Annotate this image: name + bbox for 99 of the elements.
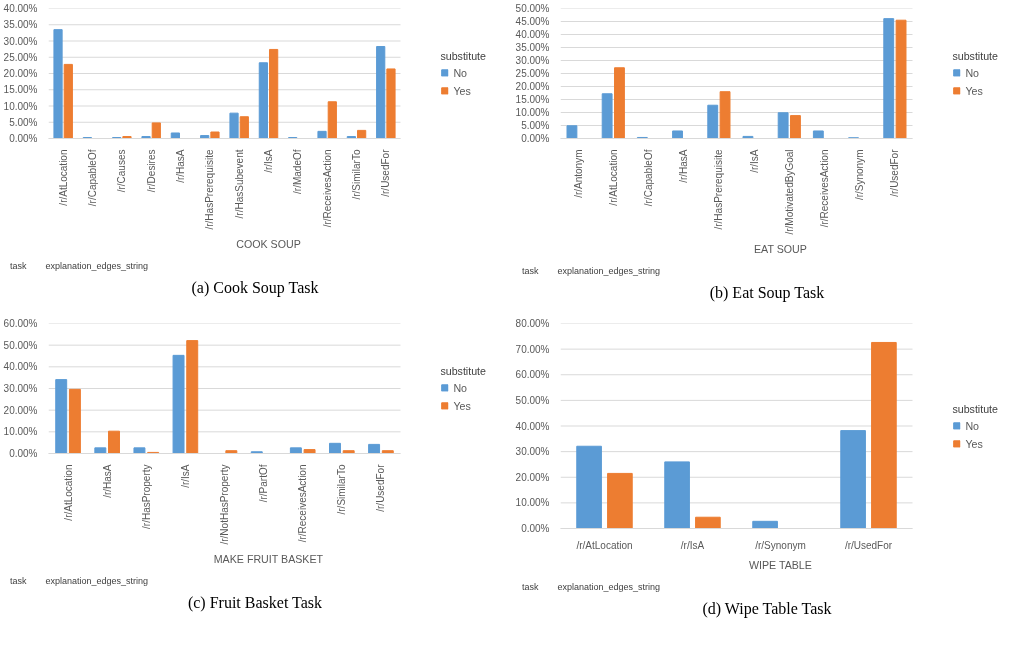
y-tick-label: 35.00% xyxy=(3,19,38,31)
x-tick-label: /r/AtLocation xyxy=(576,539,633,551)
legend-title: substitute xyxy=(952,49,998,62)
x-tick-label: /r/SimilarTo xyxy=(351,149,362,200)
y-tick-label: 40.00% xyxy=(515,420,550,432)
x-tick-label: /r/IsA xyxy=(179,464,191,488)
x-tick-label: /r/AtLocation xyxy=(62,464,74,521)
x-tick-label: /r/MotivatedByGoal xyxy=(783,149,795,235)
x-axis-title: WIPE TABLE xyxy=(748,558,812,571)
x-axis-title: MAKE FRUIT BASKET xyxy=(213,552,324,565)
y-tick-label: 30.00% xyxy=(515,446,550,458)
x-tick-label: /r/Desires xyxy=(145,149,157,193)
legend-label: No xyxy=(453,66,468,79)
y-tick-label: 15.00% xyxy=(515,94,550,105)
y-tick-label: 0.00% xyxy=(9,448,38,459)
x-axis-title: COOK SOUP xyxy=(236,237,301,250)
text: (b) Eat Soup Task xyxy=(709,283,825,304)
x-tick-label: /r/AtLocation xyxy=(57,149,69,206)
legend-title: substitute xyxy=(440,49,486,62)
y-tick-label: 30.00% xyxy=(515,55,550,66)
x-tick-label: /r/IsA xyxy=(263,149,274,173)
x-tick-label: /r/AtLocation xyxy=(607,149,619,206)
legend-label: No xyxy=(965,419,980,431)
x-tick-label: /r/CapableOf xyxy=(87,149,98,207)
x-tick-label: /r/UsedFor xyxy=(889,148,901,197)
legend-label: Yes xyxy=(965,84,984,97)
y-tick-label: 50.00% xyxy=(515,394,550,406)
legend-label: Yes xyxy=(453,399,472,412)
x-tick-label: /r/Causes xyxy=(116,149,128,193)
x-tick-label: /r/IsA xyxy=(748,149,760,173)
text: explanation_edges_string xyxy=(45,260,149,273)
y-tick-label: 20.00% xyxy=(515,471,550,483)
x-tick-label: /r/HasA xyxy=(101,464,113,498)
y-tick-label: 50.00% xyxy=(3,339,38,351)
x-tick-label: /r/UsedFor xyxy=(375,463,387,512)
y-tick-label: 10.00% xyxy=(515,107,550,118)
y-tick-label: 40.00% xyxy=(3,361,38,373)
x-tick-label: /r/ReceivesAction xyxy=(297,464,309,543)
y-tick-label: 35.00% xyxy=(515,42,550,53)
text: (a) Cook Soup Task xyxy=(191,278,319,299)
y-tick-label: 10.00% xyxy=(515,497,550,509)
x-tick-label: /r/UsedFor xyxy=(844,539,893,551)
x-tick-label: /r/SimilarTo xyxy=(336,464,348,515)
x-tick-label: /r/ReceivesAction xyxy=(321,149,333,228)
y-tick-label: 0.00% xyxy=(521,523,550,534)
text: task xyxy=(10,260,27,273)
x-tick-label: /r/Synonym xyxy=(854,149,866,201)
text: task xyxy=(522,581,539,594)
y-tick-label: 40.00% xyxy=(515,29,550,40)
x-tick-label: /r/HasProperty xyxy=(140,464,152,529)
x-tick-label: /r/Antonym xyxy=(572,149,584,198)
x-tick-label: /r/HasPrerequisite xyxy=(204,149,216,230)
text: explanation_edges_string xyxy=(557,265,661,278)
x-tick-label: /r/PartOf xyxy=(258,464,270,503)
y-tick-label: 5.00% xyxy=(521,120,550,131)
y-tick-label: 60.00% xyxy=(515,369,550,381)
legend-label: No xyxy=(965,66,980,79)
y-tick-label: 70.00% xyxy=(515,343,550,355)
y-tick-label: 30.00% xyxy=(3,35,38,47)
y-tick-label: 10.00% xyxy=(3,426,38,438)
y-tick-label: 10.00% xyxy=(3,100,38,112)
y-tick-label: 25.00% xyxy=(515,68,550,79)
y-tick-label: 50.00% xyxy=(515,3,550,14)
y-tick-label: 20.00% xyxy=(3,68,38,79)
y-tick-label: 0.00% xyxy=(521,133,550,144)
legend-title: substitute xyxy=(952,402,998,414)
text: task xyxy=(522,265,539,278)
x-tick-label: /r/MadeOf xyxy=(292,149,304,194)
text: task xyxy=(10,575,27,588)
x-tick-label: /r/HasA xyxy=(678,149,690,183)
text: (d) Wipe Table Task xyxy=(702,599,832,620)
y-tick-label: 40.00% xyxy=(3,3,38,14)
x-tick-label: /r/HasA xyxy=(175,149,186,183)
x-tick-label: /r/CapableOf xyxy=(643,149,654,207)
legend-label: No xyxy=(453,381,468,394)
x-tick-label: /r/Synonym xyxy=(755,539,806,551)
legend-label: Yes xyxy=(965,437,984,449)
y-tick-label: 80.00% xyxy=(515,318,550,329)
y-tick-label: 60.00% xyxy=(3,318,38,329)
y-tick-label: 30.00% xyxy=(3,383,38,394)
y-tick-label: 25.00% xyxy=(3,51,38,63)
y-tick-label: 5.00% xyxy=(9,116,38,128)
y-tick-label: 15.00% xyxy=(3,84,38,96)
y-tick-label: 45.00% xyxy=(515,16,550,27)
y-tick-label: 20.00% xyxy=(3,404,38,416)
x-tick-label: /r/IsA xyxy=(680,539,705,551)
y-tick-label: 0.00% xyxy=(9,133,38,144)
text: explanation_edges_string xyxy=(45,575,149,588)
y-tick-label: 20.00% xyxy=(515,81,550,92)
x-tick-label: /r/NotHasProperty xyxy=(219,464,230,545)
x-tick-label: /r/UsedFor xyxy=(380,148,392,197)
legend-label: Yes xyxy=(453,84,472,97)
x-tick-label: /r/HasPrerequisite xyxy=(713,149,725,230)
x-tick-label: /r/HasSubevent xyxy=(233,149,245,219)
x-axis-title: EAT SOUP xyxy=(753,242,807,255)
text: explanation_edges_string xyxy=(557,581,661,594)
legend-title: substitute xyxy=(440,364,486,377)
text: (c) Fruit Basket Task xyxy=(187,593,323,614)
x-tick-label: /r/ReceivesAction xyxy=(819,149,830,228)
